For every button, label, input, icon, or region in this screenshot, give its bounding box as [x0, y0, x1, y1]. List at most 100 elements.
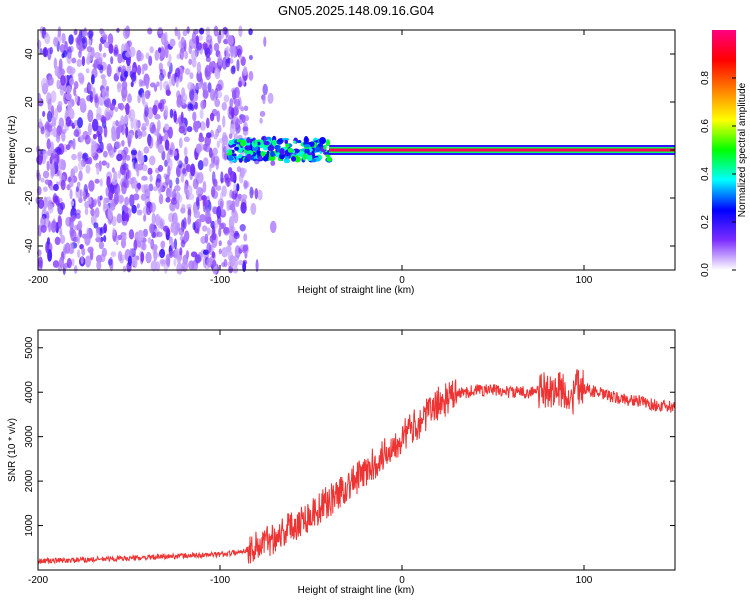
- noise-speckle: [65, 216, 72, 227]
- noise-speckle: [194, 92, 199, 102]
- snr-y-ticks: 1000 2000 3000 4000 5000: [24, 336, 675, 537]
- noise-speckle: [117, 66, 122, 73]
- signal-blob: [228, 139, 234, 146]
- noise-speckle: [267, 92, 274, 104]
- noise-speckle: [202, 199, 207, 213]
- noise-speckle: [62, 50, 68, 58]
- noise-speckle: [202, 41, 207, 51]
- noise-speckle: [107, 258, 113, 266]
- noise-speckle: [91, 118, 99, 132]
- noise-speckle: [238, 194, 242, 202]
- noise-speckle: [53, 183, 59, 192]
- noise-speckle: [99, 195, 103, 201]
- noise-speckle: [116, 213, 122, 224]
- noise-speckle: [87, 246, 94, 254]
- y-tick-label: -40: [24, 238, 35, 253]
- y-tick-label: 0: [24, 147, 35, 153]
- noise-speckle: [198, 187, 204, 195]
- noise-speckle: [168, 75, 173, 87]
- noise-speckle: [128, 229, 135, 240]
- noise-speckle: [152, 104, 158, 116]
- signal-blob: [268, 154, 276, 162]
- noise-speckle: [80, 255, 84, 265]
- noise-speckle: [165, 174, 170, 186]
- noise-speckle: [99, 28, 104, 35]
- noise-speckle: [229, 123, 236, 136]
- noise-speckle: [206, 227, 211, 236]
- noise-speckle: [233, 232, 240, 240]
- noise-speckle: [40, 215, 46, 228]
- noise-speckle: [175, 177, 180, 185]
- noise-speckle: [221, 101, 227, 111]
- noise-speckle: [204, 143, 211, 153]
- noise-speckle: [132, 193, 140, 201]
- noise-speckle: [228, 133, 233, 139]
- noise-speckle: [221, 185, 227, 198]
- noise-speckle: [157, 144, 164, 154]
- noise-speckle: [69, 189, 73, 200]
- noise-speckle: [184, 155, 189, 165]
- noise-speckle: [133, 239, 138, 251]
- noise-speckle: [78, 170, 83, 182]
- noise-speckle: [203, 157, 209, 167]
- noise-speckle: [223, 226, 230, 236]
- signal-blob: [234, 146, 239, 151]
- noise-speckle: [176, 194, 183, 204]
- noise-speckle: [152, 245, 157, 254]
- noise-speckle: [122, 234, 126, 243]
- noise-speckle: [269, 220, 277, 234]
- noise-speckle: [77, 117, 83, 129]
- noise-speckle: [202, 89, 209, 99]
- noise-speckle: [107, 208, 113, 220]
- noise-speckle: [81, 247, 86, 256]
- noise-speckle: [147, 27, 153, 35]
- noise-speckle: [152, 186, 158, 192]
- noise-speckle: [76, 34, 81, 46]
- noise-speckle: [187, 81, 194, 91]
- noise-speckle: [195, 254, 202, 264]
- noise-speckle: [177, 30, 181, 41]
- noise-speckle: [83, 30, 88, 36]
- noise-speckle: [116, 153, 123, 162]
- noise-speckle: [137, 93, 141, 104]
- colorbar: 0.0 0.2 0.4 0.6 0.8 Normalized spectral ampl…: [700, 30, 748, 277]
- signal-blob: [228, 149, 233, 155]
- noise-speckle: [121, 80, 128, 90]
- noise-speckle: [70, 214, 77, 221]
- noise-speckle: [160, 259, 166, 267]
- noise-speckle: [137, 229, 144, 242]
- noise-speckle: [123, 70, 129, 78]
- noise-speckle: [149, 223, 155, 234]
- noise-speckle: [239, 116, 243, 125]
- noise-speckle: [170, 141, 175, 151]
- noise-speckle: [99, 65, 104, 74]
- noise-speckle: [212, 147, 218, 156]
- noise-speckle: [121, 139, 125, 147]
- noise-speckle: [179, 47, 185, 60]
- noise-speckle: [125, 51, 132, 58]
- noise-speckle: [149, 46, 154, 54]
- noise-speckle: [222, 115, 226, 128]
- noise-speckle: [173, 238, 178, 250]
- noise-speckle: [60, 75, 66, 86]
- noise-speckle: [233, 98, 241, 108]
- noise-speckle: [102, 89, 109, 101]
- noise-speckle: [143, 214, 147, 222]
- noise-speckle: [193, 121, 199, 133]
- noise-speckle: [77, 220, 83, 231]
- noise-speckle: [218, 248, 222, 255]
- noise-speckle: [149, 202, 157, 213]
- noise-speckle: [236, 183, 240, 192]
- noise-speckle: [58, 166, 62, 180]
- noise-speckle: [56, 147, 62, 155]
- noise-speckle: [164, 139, 170, 151]
- noise-speckle: [71, 258, 75, 267]
- noise-speckle: [92, 133, 97, 140]
- noise-speckle: [80, 134, 84, 143]
- noise-speckle: [223, 94, 230, 103]
- noise-speckle: [84, 207, 89, 216]
- noise-speckle: [58, 197, 63, 203]
- noise-speckle: [199, 27, 205, 35]
- noise-speckle: [45, 196, 52, 203]
